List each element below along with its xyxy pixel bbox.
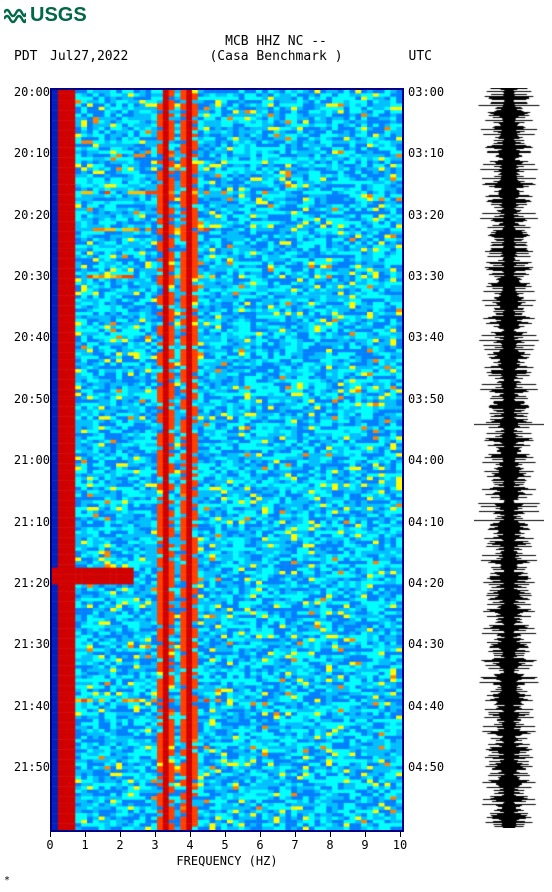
xtick-mark xyxy=(225,832,226,837)
ytick-right: 04:50 xyxy=(408,761,468,773)
xtick-label: 2 xyxy=(116,838,123,852)
seismogram-canvas xyxy=(474,88,544,828)
xtick-mark xyxy=(295,832,296,837)
ytick-right: 03:40 xyxy=(408,331,468,343)
ytick-left: 20:00 xyxy=(0,86,50,98)
ytick-right: 04:20 xyxy=(408,577,468,589)
xtick-label: 10 xyxy=(393,838,407,852)
ytick-left: 21:20 xyxy=(0,577,50,589)
plot-header: MCB HHZ NC -- PDT Jul27,2022 (Casa Bench… xyxy=(0,34,552,65)
ytick-left: 20:30 xyxy=(0,270,50,282)
x-axis: FREQUENCY (HZ) 012345678910 xyxy=(50,832,404,872)
station-id: MCB HHZ NC -- xyxy=(225,34,327,49)
ytick-right: 04:00 xyxy=(408,454,468,466)
ytick-left: 20:10 xyxy=(0,147,50,159)
ytick-left: 20:50 xyxy=(0,393,50,405)
logo-text: USGS xyxy=(30,4,87,27)
xtick-label: 7 xyxy=(291,838,298,852)
right-tz: UTC xyxy=(409,49,432,64)
xtick-label: 5 xyxy=(221,838,228,852)
xtick-mark xyxy=(155,832,156,837)
ytick-left: 21:00 xyxy=(0,454,50,466)
seismogram-panel xyxy=(474,88,544,828)
ytick-right: 04:30 xyxy=(408,638,468,650)
xtick-mark xyxy=(190,832,191,837)
xtick-mark xyxy=(85,832,86,837)
left-tz: PDT xyxy=(14,49,37,64)
ytick-left: 21:10 xyxy=(0,516,50,528)
ytick-left: 21:40 xyxy=(0,700,50,712)
ytick-right: 04:40 xyxy=(408,700,468,712)
ytick-left: 21:30 xyxy=(0,638,50,650)
header-date: Jul27,2022 xyxy=(50,49,128,64)
y-axis-right: 03:00 03:10 03:20 03:30 03:40 03:50 04:00 04:10… xyxy=(408,88,468,828)
ytick-right: 03:30 xyxy=(408,270,468,282)
xtick-label: 4 xyxy=(186,838,193,852)
ytick-right: 03:00 xyxy=(408,86,468,98)
ytick-right: 03:10 xyxy=(408,147,468,159)
location-name: (Casa Benchmark ) xyxy=(209,49,342,64)
xtick-mark xyxy=(260,832,261,837)
wave-icon xyxy=(4,7,26,25)
ytick-left: 21:50 xyxy=(0,761,50,773)
spectrogram-canvas xyxy=(52,90,402,830)
ytick-right: 03:50 xyxy=(408,393,468,405)
plot-area: 20:00 20:10 20:20 20:30 20:40 20:50 21:00 21:10… xyxy=(0,88,552,892)
xtick-label: 6 xyxy=(256,838,263,852)
xtick-mark xyxy=(120,832,121,837)
xtick-label: 1 xyxy=(81,838,88,852)
ytick-left: 20:20 xyxy=(0,209,50,221)
x-axis-label: FREQUENCY (HZ) xyxy=(176,854,277,868)
xtick-label: 8 xyxy=(326,838,333,852)
usgs-logo: USGS xyxy=(4,4,87,27)
xtick-mark xyxy=(365,832,366,837)
xtick-mark xyxy=(50,832,51,837)
corner-mark: * xyxy=(4,875,10,886)
xtick-mark xyxy=(400,832,401,837)
ytick-right: 03:20 xyxy=(408,209,468,221)
xtick-label: 9 xyxy=(361,838,368,852)
ytick-right: 04:10 xyxy=(408,516,468,528)
xtick-label: 0 xyxy=(46,838,53,852)
ytick-left: 20:40 xyxy=(0,331,50,343)
spectrogram-panel xyxy=(50,88,404,832)
y-axis-left: 20:00 20:10 20:20 20:30 20:40 20:50 21:00 21:10… xyxy=(0,88,50,828)
xtick-label: 3 xyxy=(151,838,158,852)
xtick-mark xyxy=(330,832,331,837)
